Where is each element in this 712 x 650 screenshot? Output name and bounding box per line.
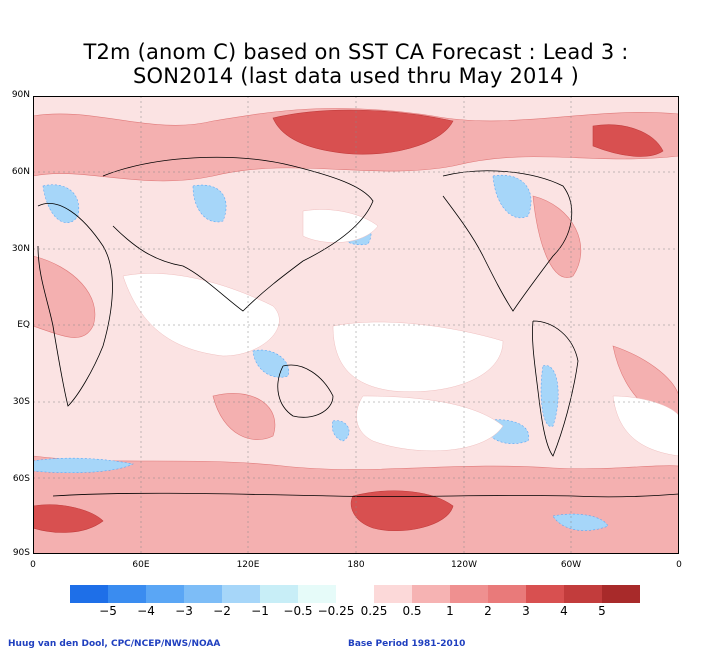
legend-label: −4 [137,604,155,618]
y-tick-eq: EQ [17,320,30,330]
legend-swatch [526,585,565,603]
legend-label: 4 [560,604,568,618]
y-tick-30n: 30N [11,244,30,254]
legend-swatch [184,585,223,603]
legend-label: 2 [484,604,492,618]
legend-label: −3 [175,604,193,618]
y-tick-90s: 90S [12,548,30,558]
legend-label: −5 [99,604,117,618]
legend-label: 0.5 [402,604,422,618]
y-tick-60n: 60N [11,167,30,177]
color-legend [70,585,640,603]
legend-swatch [108,585,147,603]
legend-label: 1 [446,604,454,618]
y-tick-30s: 30S [12,397,30,407]
x-tick-120w: 120W [450,560,478,570]
legend-swatch [602,585,640,603]
legend-label: 0.25 [360,604,388,618]
x-tick-0: 0 [30,560,36,570]
legend-swatch [450,585,489,603]
x-tick-180: 180 [347,560,365,570]
map-border [33,96,679,554]
x-tick-0-end: 0 [676,560,682,570]
legend-swatch [564,585,603,603]
legend-label: 3 [522,604,530,618]
map-title-line1: T2m (anom C) based on SST CA Forecast : … [83,40,629,64]
legend-swatch [298,585,337,603]
legend-swatch [488,585,527,603]
x-tick-60w: 60W [560,560,582,570]
legend-swatch [260,585,299,603]
base-period-note: Base Period 1981-2010 [348,639,466,649]
legend-swatch [336,585,375,603]
legend-label: −0.25 [317,604,355,618]
y-tick-90n: 90N [11,90,30,100]
anomaly-map [33,96,679,554]
legend-label: −0.5 [283,604,313,618]
legend-swatch [222,585,261,603]
map-title-line2: SON2014 (last data used thru May 2014 ) [133,64,579,88]
strong-warm-regions [33,109,664,533]
legend-label: 5 [598,604,606,618]
legend-label: −1 [251,604,269,618]
legend-swatch [412,585,451,603]
legend-label: −2 [213,604,231,618]
author-credit: Huug van den Dool, CPC/NCEP/NWS/NOAA [8,639,221,649]
x-tick-60e: 60E [132,560,150,570]
y-tick-60s: 60S [12,474,30,484]
legend-swatch [374,585,413,603]
legend-swatch [70,585,109,603]
legend-swatch [146,585,185,603]
neutral-regions [122,209,679,457]
lat-lon-grid [33,96,679,554]
x-tick-120e: 120E [236,560,260,570]
coastlines [37,156,679,498]
